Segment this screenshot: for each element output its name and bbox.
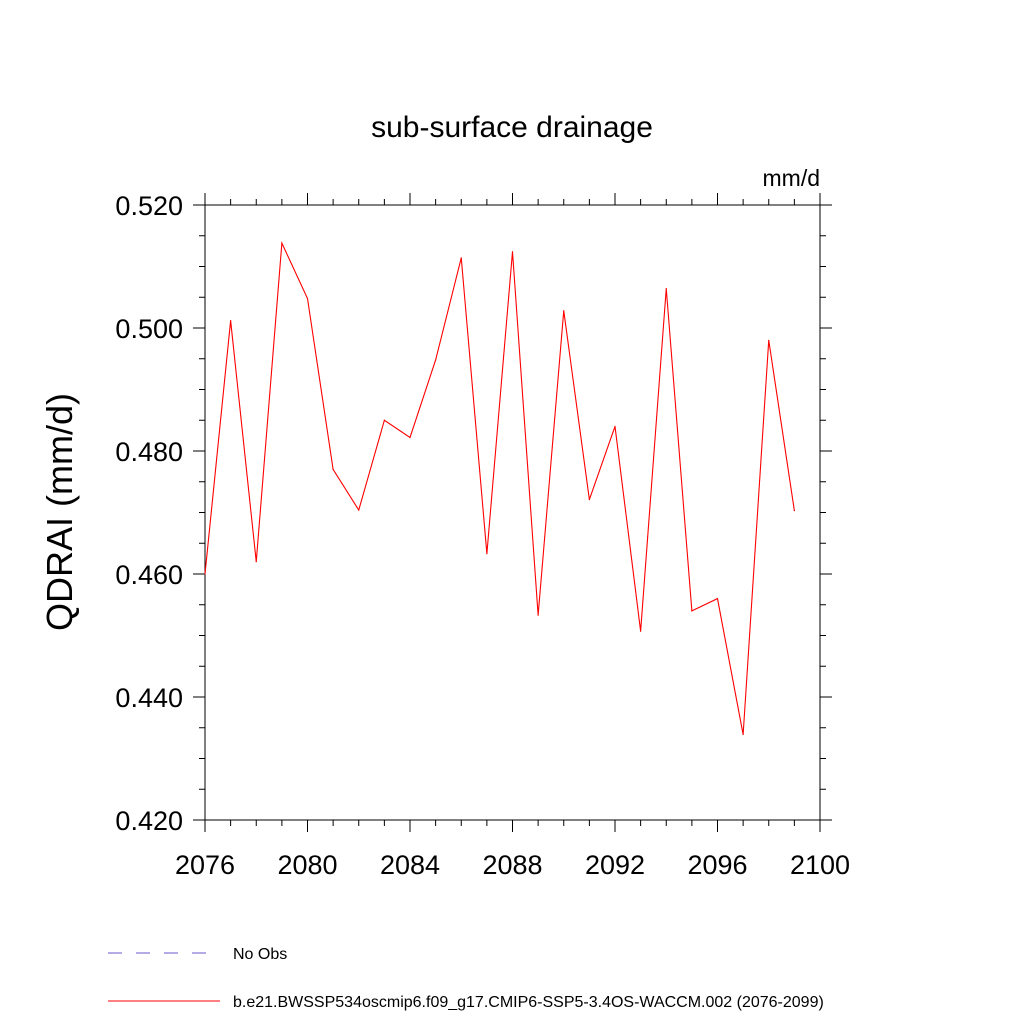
data-point	[332, 468, 334, 471]
y-tick-label: 0.460	[115, 560, 183, 590]
data-point	[563, 310, 565, 312]
data-point	[665, 288, 667, 290]
y-tick-label: 0.480	[115, 437, 183, 467]
data-point	[768, 339, 770, 341]
data-point	[383, 419, 385, 421]
y-tick-label: 0.500	[115, 314, 183, 344]
y-tick-label: 0.520	[115, 191, 183, 221]
y-tick-label: 0.420	[115, 806, 183, 836]
x-tick-label: 2084	[380, 850, 440, 880]
units-label: mm/d	[763, 165, 821, 191]
axis-ticks	[193, 193, 832, 832]
data-point	[281, 242, 283, 244]
data-point	[742, 733, 744, 736]
data-point	[511, 251, 514, 253]
axis-tick-labels: 2076 2080 2084 2088 2092 2096 2100 0.420 0.440 0.…	[115, 191, 850, 880]
data-point	[409, 436, 411, 439]
legend-label-model-run: b.e21.BWSSP534oscmip6.f09_g17.CMIP6-SSP5…	[233, 994, 824, 1011]
data-point	[793, 510, 795, 512]
plot-frame	[204, 204, 821, 821]
data-point	[460, 257, 462, 259]
x-tick-label: 2092	[585, 850, 645, 880]
data-point	[640, 630, 642, 632]
legend-label-no-obs: No Obs	[233, 946, 287, 963]
x-tick-label: 2100	[790, 850, 850, 880]
series-line	[204, 240, 795, 735]
data-point	[537, 614, 539, 616]
data-point	[230, 320, 232, 322]
x-tick-label: 2076	[175, 850, 235, 880]
x-tick-label: 2080	[277, 850, 337, 880]
data-point	[691, 610, 693, 612]
data-point	[716, 598, 719, 600]
data-point	[306, 297, 309, 300]
legend: No Obs b.e21.BWSSP534oscmip6.f09_g17.CMI…	[108, 946, 824, 1011]
x-tick-label: 2096	[687, 850, 747, 880]
data-point	[435, 359, 437, 361]
data-point	[204, 573, 206, 575]
data-point	[614, 425, 616, 427]
x-tick-label: 2088	[482, 850, 542, 880]
series-layer	[204, 240, 795, 736]
data-point	[588, 498, 590, 501]
data-point	[486, 553, 488, 555]
data-point	[255, 561, 257, 563]
data-point	[358, 509, 360, 511]
y-tick-label: 0.440	[115, 683, 183, 713]
y-axis-label: QDRAI (mm/d)	[39, 393, 80, 631]
chart-title: sub-surface drainage	[371, 111, 653, 144]
